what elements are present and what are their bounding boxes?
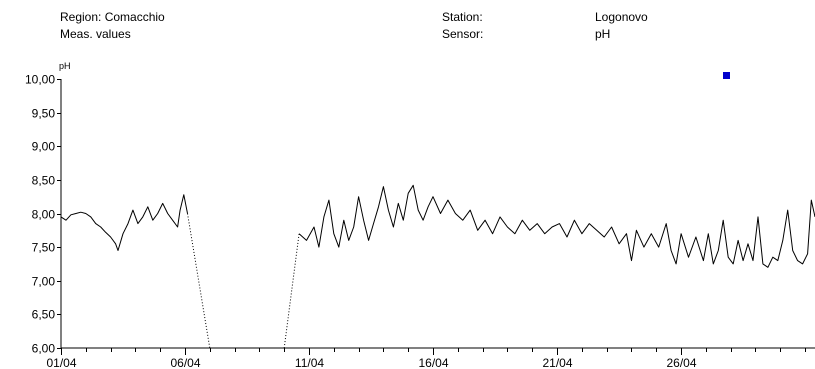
y-tick-label: 7,50 [32, 241, 56, 255]
sensor-value: pH [595, 27, 611, 41]
x-tick-label: 11/04 [295, 356, 324, 369]
y-tick-label: 8,00 [32, 208, 56, 222]
y-tick-label: 6,50 [32, 308, 56, 322]
gap-interpolation-line [187, 213, 211, 349]
y-tick-label: 9,50 [32, 107, 56, 121]
x-tick-label: 16/04 [418, 356, 448, 369]
sensor-label: Sensor: [442, 27, 484, 41]
meas-values-label: Meas. values [60, 27, 131, 41]
series-line [298, 184, 815, 268]
legend-marker [723, 72, 730, 79]
y-tick-label: 8,50 [32, 174, 56, 188]
y-tick-label: 10,00 [25, 73, 55, 87]
y-tick-label: 9,00 [32, 140, 56, 154]
station-value: Logonovo [595, 10, 648, 24]
station-label: Station: [442, 10, 483, 24]
x-axis: 01/04 06/04 11/04 16/04 21/04 26/04 [46, 347, 815, 369]
gap-interpolation-line [283, 233, 300, 349]
x-tick-label: 21/04 [542, 356, 572, 369]
series-group [60, 184, 815, 349]
y-axis: 10,00 9,50 9,00 8,50 8,00 7,50 7,00 6,50 6,00 [25, 73, 62, 356]
y-tick-label: 6,00 [32, 342, 56, 356]
y-axis-unit-label: pH [59, 61, 71, 71]
x-tick-label: 01/04 [46, 356, 76, 369]
x-tick-label: 06/04 [170, 356, 200, 369]
region-label: Region: Comacchio [60, 10, 165, 24]
x-tick-label: 26/04 [666, 356, 696, 369]
y-tick-label: 7,00 [32, 275, 56, 289]
series-line [60, 194, 188, 251]
